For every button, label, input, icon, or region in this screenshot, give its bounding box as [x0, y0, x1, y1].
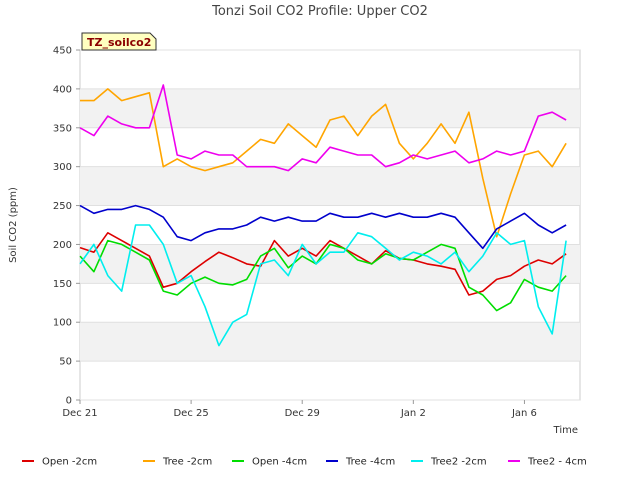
x-axis-label: Time — [553, 425, 578, 436]
legend-label: Open -4cm — [252, 457, 307, 468]
y-tick-label: 50 — [59, 357, 72, 368]
y-tick-label: 350 — [53, 123, 72, 134]
series-line-tree2-2cm — [79, 224, 567, 347]
grid-band — [80, 322, 580, 362]
series-line-tree2-4cm — [79, 84, 567, 172]
grid-band — [80, 244, 580, 284]
y-tick-label: 450 — [53, 46, 72, 57]
site-tag: TZ_soilco2 — [81, 32, 157, 51]
series-line-tree-2cm — [80, 88, 567, 238]
y-tick-label: 200 — [53, 240, 72, 251]
x-tick-label: Dec 29 — [285, 408, 320, 419]
legend-label: Tree -2cm — [162, 457, 212, 468]
y-tick-label: 250 — [53, 201, 72, 212]
plot-area — [79, 49, 581, 401]
series-line-open-4cm — [79, 239, 567, 312]
x-tick-label: Dec 21 — [62, 408, 97, 419]
tag-label: TZ_soilco2 — [87, 36, 151, 49]
y-axis-label: Soil CO2 (ppm) — [8, 187, 19, 263]
x-tick-label: Dec 25 — [173, 408, 208, 419]
y-tick-label: 300 — [53, 162, 72, 173]
y-tick-label: 0 — [66, 396, 72, 407]
legend-label: Open -2cm — [42, 457, 97, 468]
legend: Open -2cm Tree -2cm Open -4cm Tree -4cm Tree… — [22, 457, 587, 468]
y-tick-label: 100 — [53, 318, 72, 329]
x-tick-label: Jan 2 — [400, 408, 426, 419]
y-tick-label: 400 — [53, 84, 72, 95]
legend-label: Tree2 - 4cm — [527, 457, 587, 468]
x-tick-label: Jan 6 — [511, 408, 537, 419]
series-group — [79, 84, 567, 347]
grid-band — [80, 166, 580, 206]
tag-box — [81, 32, 157, 51]
legend-label: Tree -4cm — [345, 457, 395, 468]
chart-title: Tonzi Soil CO2 Profile: Upper CO2 — [211, 4, 428, 19]
series-line-open-2cm — [79, 232, 567, 296]
legend-label: Tree2 -2cm — [430, 457, 487, 468]
series-line-tree-4cm — [79, 204, 567, 250]
axes: 0 50 100 150 200 250 300 350 400 450 Dec 21 Dec 25 D… — [53, 46, 537, 420]
y-tick-label: 150 — [53, 279, 72, 290]
